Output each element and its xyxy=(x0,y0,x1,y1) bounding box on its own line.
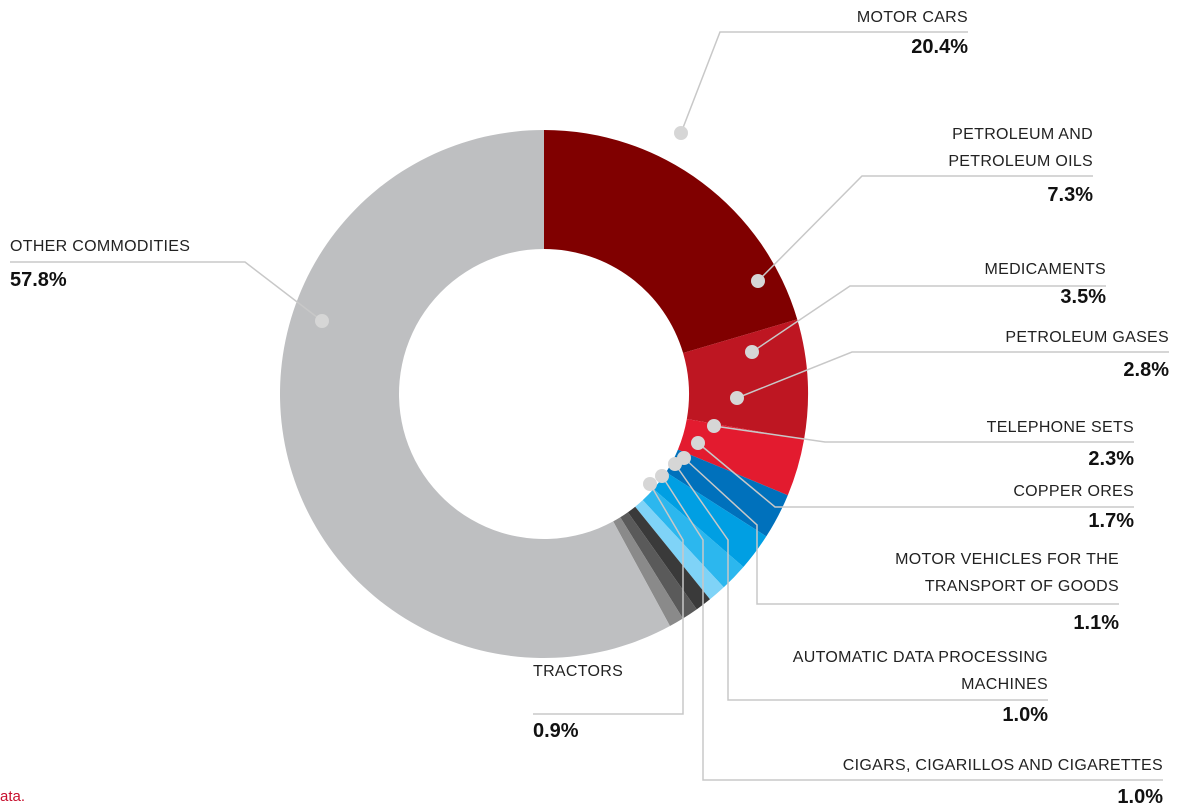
slice xyxy=(653,472,767,567)
leader-dot xyxy=(315,314,329,328)
category-label: TRACTORS xyxy=(533,663,624,680)
leader-line xyxy=(736,351,1169,399)
leader-line xyxy=(10,261,323,322)
slice xyxy=(683,319,808,440)
value-label: 2.3% xyxy=(1088,448,1134,470)
slice xyxy=(613,517,683,627)
slice xyxy=(280,130,670,658)
leader-dot xyxy=(751,274,765,288)
value-label: 7.3% xyxy=(1047,184,1093,206)
leader-line xyxy=(661,475,1163,781)
category-label: AUTOMATIC DATA PROCESSING MACHINES xyxy=(792,649,1048,693)
category-label: COPPER ORES xyxy=(1013,483,1134,500)
value-label: 2.8% xyxy=(1123,359,1169,381)
category-label: OTHER COMMODITIES xyxy=(10,238,191,255)
leader-dot xyxy=(745,345,759,359)
slice xyxy=(627,506,710,610)
leader-line xyxy=(713,425,1134,443)
leader-dot xyxy=(655,469,669,483)
value-label: 1.7% xyxy=(1088,510,1134,532)
category-label: MOTOR CARS xyxy=(856,9,968,26)
category-label: CIGARS, CIGARILLOS AND CIGARETTES xyxy=(842,757,1163,774)
slice xyxy=(544,130,798,354)
slice xyxy=(635,500,724,600)
category-label: MEDICAMENTS xyxy=(984,261,1106,278)
leader-dot xyxy=(691,436,705,450)
category-label: PETROLEUM AND PETROLEUM OILS xyxy=(948,126,1093,170)
slice xyxy=(666,449,788,537)
value-label: 57.8% xyxy=(10,269,67,291)
value-label: 1.0% xyxy=(1002,704,1048,726)
category-label: MOTOR VEHICLES FOR THE TRANSPORT OF GOOD… xyxy=(895,551,1119,595)
slice xyxy=(677,418,805,496)
slice xyxy=(620,512,697,619)
leader-line xyxy=(674,463,1048,701)
leader-dot xyxy=(674,126,688,140)
leader-dot xyxy=(707,419,721,433)
leader-line xyxy=(697,442,1134,508)
value-label: 3.5% xyxy=(1060,286,1106,308)
value-label: 20.4% xyxy=(911,36,968,58)
leader-line xyxy=(683,457,1119,605)
category-label: TELEPHONE SETS xyxy=(986,419,1134,436)
leader-dot xyxy=(643,477,657,491)
value-label: 0.9% xyxy=(533,720,579,742)
leader-line xyxy=(533,483,684,715)
leader-line xyxy=(751,285,1106,353)
value-label: 1.1% xyxy=(1073,612,1119,634)
leader-line xyxy=(757,175,1093,282)
leader-dot xyxy=(730,391,744,405)
leader-dot xyxy=(668,457,682,471)
value-label: 1.0% xyxy=(1117,786,1163,808)
footnote: ata. xyxy=(0,788,26,805)
category-label: PETROLEUM GASES xyxy=(1005,329,1169,346)
leader-line xyxy=(680,31,968,134)
